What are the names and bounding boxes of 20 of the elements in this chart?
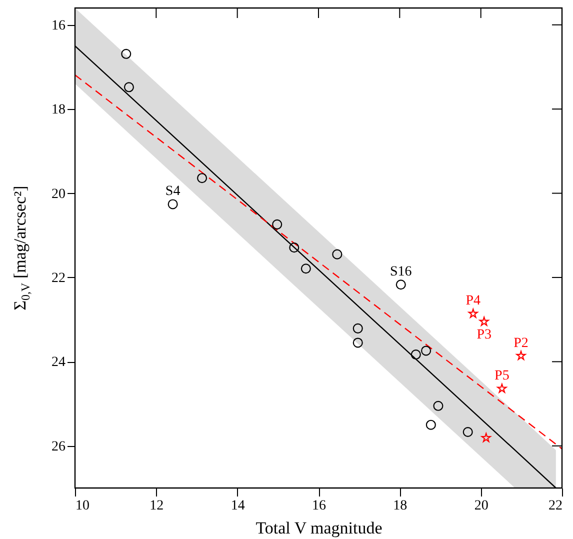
x-tick-label: 18 (393, 498, 408, 514)
y-tick-label: 20 (52, 186, 66, 202)
y-tick-label: 26 (52, 439, 66, 454)
x-tick-label: 22 (548, 498, 562, 514)
x-tick-label: 14 (230, 498, 245, 514)
x-axis-title: Total V magnitude (256, 518, 382, 538)
annotation: P5 (494, 368, 510, 384)
annotation: P3 (476, 328, 492, 343)
y-tick-label: 22 (52, 270, 66, 286)
x-tick-label: 10 (76, 498, 90, 514)
y-tick-label: 16 (52, 18, 66, 34)
y-tick-label: 18 (52, 102, 66, 118)
annotation: P4 (466, 294, 481, 309)
annotation: S4 (165, 184, 180, 200)
x-tick-label: 12 (150, 498, 164, 514)
x-tick-label: 16 (312, 498, 326, 514)
annotation: S16 (390, 264, 412, 280)
annotation: P2 (514, 336, 528, 351)
x-tick-label: 20 (474, 498, 488, 514)
y-tick-label: 24 (52, 355, 66, 370)
